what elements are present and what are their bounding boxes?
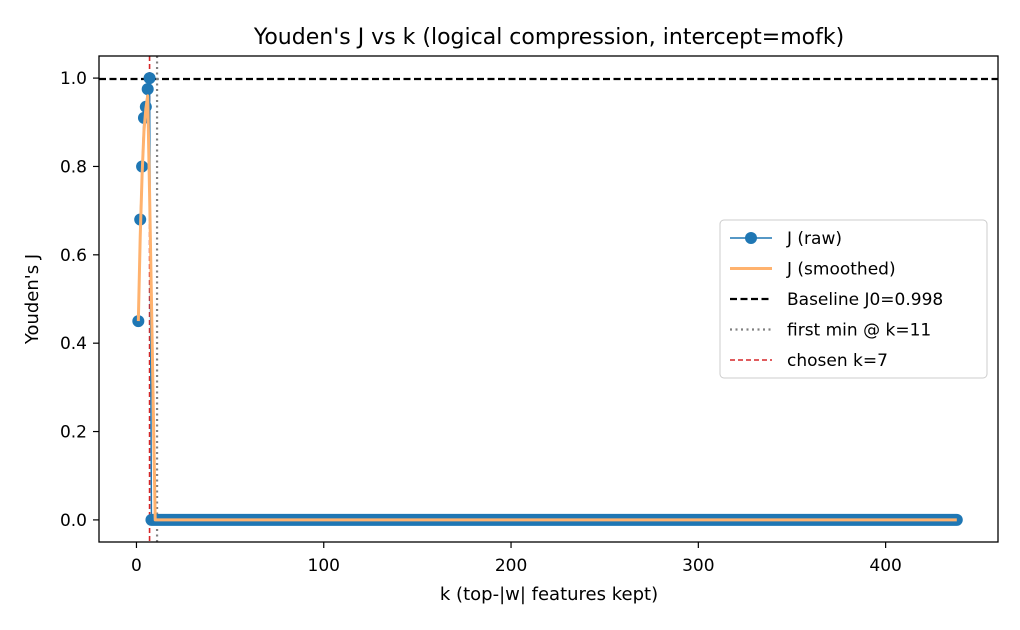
y-tick-label: 0.4 bbox=[60, 334, 87, 354]
x-tick-label: 100 bbox=[308, 556, 340, 576]
x-tick-label: 200 bbox=[495, 556, 527, 576]
axis-ticks: 0 100 200 300 400 0.0 0.2 0.4 0.6 0.8 1.0 bbox=[60, 69, 902, 576]
x-tick-label: 300 bbox=[682, 556, 714, 576]
smoothed-series-line bbox=[136, 94, 957, 522]
legend-entry-label: J (raw) bbox=[786, 229, 842, 249]
legend-entry-label: chosen k=7 bbox=[787, 351, 888, 371]
y-tick-label: 0.6 bbox=[60, 246, 87, 266]
legend-box bbox=[719, 219, 988, 379]
x-tick-label: 400 bbox=[869, 556, 901, 576]
y-tick-label: 0.0 bbox=[60, 511, 87, 531]
y-tick-label: 0.8 bbox=[60, 157, 87, 177]
y-axis-label: Youden's J bbox=[22, 254, 43, 345]
legend-raw-marker bbox=[745, 232, 757, 244]
x-axis-label: k (top-|w| features kept) bbox=[440, 584, 658, 605]
y-tick-label: 0.2 bbox=[60, 423, 87, 443]
plot-frame bbox=[98, 55, 999, 543]
legend-entry-label: J (smoothed) bbox=[786, 260, 896, 280]
x-tick-label: 0 bbox=[131, 556, 142, 576]
raw-series-marker bbox=[143, 72, 156, 85]
y-tick-label: 1.0 bbox=[60, 69, 87, 89]
legend-entry-label: first min @ k=11 bbox=[787, 321, 931, 341]
chart-title: Youden's J vs k (logical compression, in… bbox=[253, 25, 844, 50]
legend: J (raw) J (smoothed) Baseline J0=0.998 firs… bbox=[719, 219, 988, 379]
data-layer bbox=[99, 56, 998, 542]
legend-entry-label: Baseline J0=0.998 bbox=[787, 290, 943, 310]
raw-series-marker bbox=[141, 83, 154, 96]
